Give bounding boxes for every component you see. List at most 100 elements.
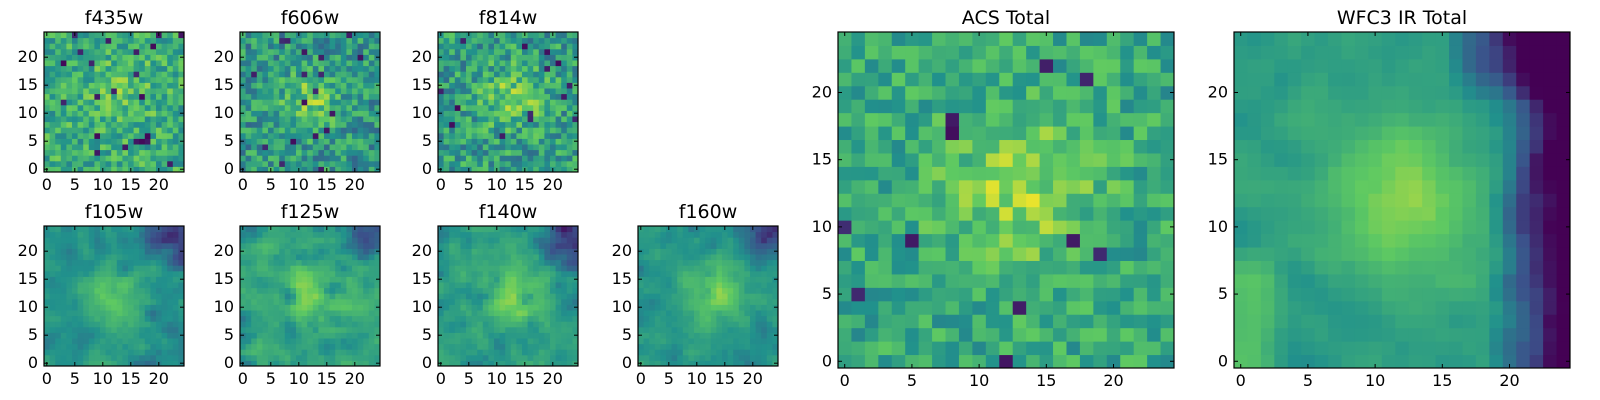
heatmap-cell — [312, 65, 319, 72]
heatmap-cell — [533, 93, 540, 100]
heatmap-cell — [307, 104, 314, 111]
heatmap-cell — [722, 326, 729, 333]
heatmap-cell — [555, 315, 562, 322]
heatmap-cell — [460, 248, 467, 255]
heatmap-cell — [682, 343, 689, 350]
heatmap-cell — [128, 82, 135, 89]
heatmap-cell — [544, 144, 551, 151]
heatmap-cell — [516, 326, 523, 333]
heatmap-cell — [738, 231, 745, 238]
heatmap-cell — [482, 138, 489, 145]
heatmap-cell — [284, 116, 291, 123]
heatmap-cell — [83, 160, 90, 167]
heatmap-cell — [694, 304, 701, 311]
heatmap-cell — [671, 242, 678, 249]
heatmap-cell — [116, 332, 123, 339]
heatmap-cell — [346, 276, 353, 283]
heatmap-cell — [1120, 341, 1135, 356]
heatmap-cell — [144, 287, 151, 294]
heatmap-cell — [167, 116, 174, 123]
heatmap-cell — [340, 315, 347, 322]
heatmap-cell — [643, 248, 650, 255]
heatmap-cell — [262, 82, 269, 89]
heatmap-cell — [443, 104, 450, 111]
heatmap-cell — [516, 60, 523, 67]
heatmap-cell — [66, 37, 73, 44]
heatmap-cell — [544, 242, 551, 249]
heatmap-cell — [932, 233, 947, 248]
heatmap-cell — [128, 37, 135, 44]
heatmap-cell — [1079, 166, 1094, 181]
heatmap-cell — [671, 276, 678, 283]
heatmap-cell — [72, 248, 79, 255]
heatmap-cell — [139, 116, 146, 123]
heatmap-cell — [727, 242, 734, 249]
heatmap-cell — [1093, 341, 1108, 356]
heatmap-cell — [533, 132, 540, 139]
heatmap-cell — [318, 88, 325, 95]
heatmap-cell — [566, 343, 573, 350]
heatmap-cell — [368, 265, 375, 272]
heatmap-cell — [705, 242, 712, 249]
heatmap-cell — [454, 287, 461, 294]
heatmap-cell — [296, 254, 303, 261]
heatmap-cell — [88, 310, 95, 317]
heatmap-cell — [499, 43, 506, 50]
heatmap-cell — [438, 321, 445, 328]
heatmap-cell — [178, 132, 185, 139]
heatmap-cell — [510, 54, 517, 61]
heatmap-cell — [105, 242, 112, 249]
heatmap-cell — [688, 321, 695, 328]
heatmap-cell — [555, 231, 562, 238]
heatmap-cell — [716, 338, 723, 345]
heatmap-cell — [1012, 193, 1027, 208]
heatmap-cell — [772, 310, 779, 317]
heatmap-cell — [499, 321, 506, 328]
heatmap-cell — [368, 326, 375, 333]
heatmap-cell — [324, 287, 331, 294]
heatmap-cell — [105, 332, 112, 339]
heatmap-cell — [705, 276, 712, 283]
heatmap-cell — [654, 270, 661, 277]
heatmap-cell — [705, 349, 712, 356]
heatmap-cell — [94, 104, 101, 111]
heatmap-cell — [284, 160, 291, 167]
heatmap-cell — [750, 282, 757, 289]
heatmap-cell — [256, 270, 263, 277]
heatmap-cell — [1012, 300, 1027, 315]
heatmap-cell — [864, 341, 879, 356]
heatmap-cell — [167, 48, 174, 55]
heatmap-cell — [438, 104, 445, 111]
heatmap-cell — [1133, 206, 1148, 221]
heatmap-cell — [550, 293, 557, 300]
heatmap-cell — [133, 166, 140, 173]
heatmap-cell — [290, 160, 297, 167]
heatmap-cell — [346, 121, 353, 128]
heatmap-cell — [357, 237, 364, 244]
heatmap-cell — [100, 242, 107, 249]
heatmap-cell — [671, 298, 678, 305]
heatmap-cell — [460, 326, 467, 333]
heatmap-cell — [240, 43, 247, 50]
heatmap-cell — [83, 349, 90, 356]
heatmap-cell — [838, 300, 852, 315]
heatmap-cell — [1133, 166, 1148, 181]
heatmap-cell — [443, 127, 450, 134]
heatmap-cell — [94, 76, 101, 83]
heatmap-cell — [999, 247, 1014, 261]
heatmap-cell — [307, 287, 314, 294]
heatmap-cell — [268, 99, 275, 106]
heatmap-cell — [677, 321, 684, 328]
heatmap-cell — [488, 82, 495, 89]
heatmap-cell — [346, 254, 353, 261]
x-tick-label: 15 — [121, 175, 141, 194]
heatmap-cell — [290, 65, 297, 72]
heatmap-cell — [499, 270, 506, 277]
heatmap-cell — [245, 310, 252, 317]
heatmap-cell — [290, 237, 297, 244]
heatmap-cell — [488, 304, 495, 311]
heatmap-cell — [55, 104, 62, 111]
heatmap-cell — [133, 315, 140, 322]
heatmap-cell — [688, 349, 695, 356]
